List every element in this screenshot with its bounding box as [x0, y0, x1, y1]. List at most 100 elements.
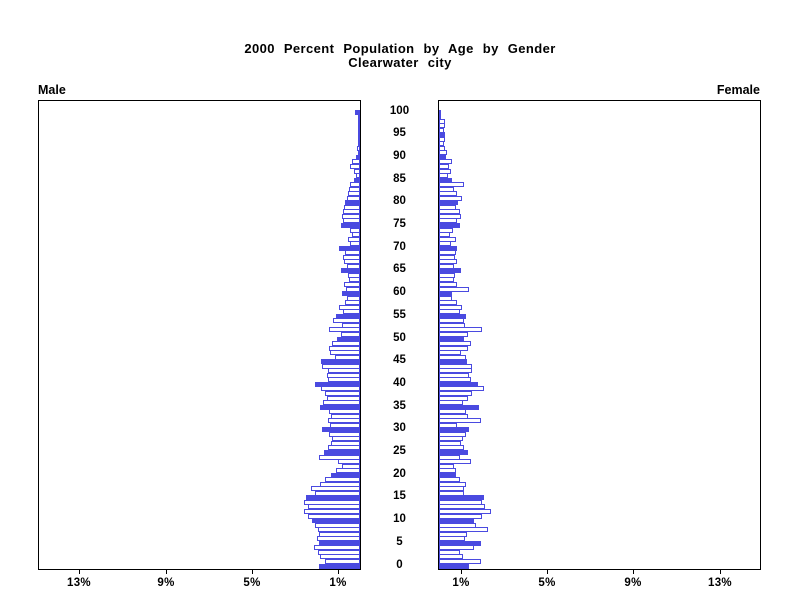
age-label-65: 65 [393, 263, 406, 276]
bar-male-age-82 [348, 191, 360, 197]
bar-male-age-43 [328, 368, 360, 374]
bar-male-age-88 [350, 163, 360, 169]
bar-male-age-96 [358, 127, 360, 133]
age-label-55: 55 [393, 308, 406, 321]
bar-female-age-58 [439, 300, 457, 306]
bar-male-age-46 [335, 354, 360, 360]
bar-female-age-84 [439, 182, 464, 188]
bar-male-age-12 [304, 509, 360, 515]
bar-male-age-55 [336, 313, 360, 319]
bar-female-age-53 [439, 322, 465, 328]
bar-female-age-93 [439, 141, 444, 147]
bar-male-age-99 [358, 114, 360, 120]
bar-female-age-95 [439, 132, 445, 138]
bar-female-age-47 [439, 350, 461, 356]
bar-male-age-68 [343, 254, 360, 260]
bar-male-age-74 [350, 227, 360, 233]
bar-female-age-97 [439, 123, 445, 129]
bar-female-age-66 [439, 263, 454, 269]
bar-male-age-7 [319, 531, 360, 537]
tick-label-male-13%: 13% [67, 577, 91, 589]
bar-female-age-35 [439, 404, 479, 410]
bar-male-age-18 [320, 481, 360, 487]
bar-female-age-8 [439, 527, 488, 533]
age-label-75: 75 [393, 218, 406, 230]
bar-male-age-84 [350, 182, 360, 188]
bar-female-age-55 [439, 313, 466, 319]
bar-male-age-64 [348, 272, 360, 278]
bar-male-age-93 [358, 141, 360, 147]
bar-female-age-92 [439, 145, 445, 151]
tick-label-male-1%: 1% [329, 577, 347, 589]
bar-male-age-10 [312, 518, 360, 524]
bar-male-age-83 [349, 186, 360, 192]
bar-male-age-53 [342, 322, 360, 328]
bar-female-age-22 [439, 463, 454, 469]
bar-female-age-96 [439, 127, 444, 133]
bar-male-age-0 [319, 563, 360, 569]
bar-female-age-44 [439, 363, 472, 369]
bar-female-age-16 [439, 490, 464, 496]
bar-male-age-15 [306, 495, 360, 501]
bar-male-age-61 [346, 286, 360, 292]
bar-male-age-1 [325, 558, 360, 564]
age-label-85: 85 [393, 172, 406, 185]
bar-female-age-21 [439, 468, 456, 474]
bar-male-age-17 [311, 486, 360, 492]
bar-male-age-16 [315, 490, 360, 496]
bar-female-age-9 [439, 522, 476, 528]
female-panel-label: Female [716, 83, 760, 97]
bar-male-age-51 [341, 331, 360, 337]
bar-female-age-33 [439, 413, 468, 419]
bar-female-age-32 [439, 418, 481, 424]
bar-male-age-27 [331, 440, 360, 446]
tick-label-male-9%: 9% [157, 577, 175, 589]
bar-female-age-25 [439, 450, 468, 455]
bar-female-age-38 [439, 390, 472, 396]
bar-female-age-65 [439, 268, 461, 274]
bar-female-age-60 [439, 291, 452, 297]
bar-female-age-76 [439, 218, 457, 224]
bar-female-age-34 [439, 409, 466, 415]
bar-male-age-77 [342, 213, 360, 219]
bar-male-age-76 [343, 218, 360, 224]
bar-male-age-91 [358, 150, 360, 156]
age-label-10: 10 [393, 513, 406, 526]
age-label-100: 100 [389, 104, 410, 117]
bar-female-age-100 [439, 109, 441, 115]
bar-female-age-46 [439, 354, 466, 360]
age-label-5: 5 [396, 535, 403, 548]
tick-female-5% [547, 570, 548, 574]
bar-male-age-65 [341, 268, 360, 274]
bar-female-age-24 [439, 454, 460, 460]
age-label-95: 95 [393, 127, 406, 140]
bar-female-age-6 [439, 536, 465, 542]
bar-female-age-57 [439, 304, 462, 310]
bar-male-age-48 [329, 345, 360, 351]
bar-male-age-81 [347, 195, 360, 201]
bar-female-age-77 [439, 213, 461, 219]
bar-female-age-98 [439, 118, 445, 124]
age-label-80: 80 [393, 195, 406, 208]
tick-female-13% [720, 570, 721, 574]
bar-male-age-9 [315, 522, 360, 528]
age-label-20: 20 [393, 467, 406, 480]
bar-female-age-82 [439, 191, 457, 197]
bar-female-age-94 [439, 136, 445, 142]
age-label-25: 25 [393, 445, 406, 457]
bar-female-age-71 [439, 241, 451, 247]
bar-female-age-19 [439, 477, 460, 483]
age-label-70: 70 [393, 240, 406, 253]
bar-male-age-67 [344, 259, 360, 265]
bar-male-age-8 [318, 527, 360, 533]
bar-male-age-66 [347, 263, 360, 269]
bar-female-age-67 [439, 259, 457, 265]
bar-male-age-63 [349, 277, 360, 283]
bar-male-age-75 [341, 223, 360, 228]
bar-male-age-86 [356, 173, 360, 179]
male-panel-label: Male [38, 83, 66, 97]
bar-male-age-80 [345, 200, 360, 206]
bar-female-age-70 [439, 245, 457, 251]
bar-male-age-95 [358, 132, 360, 138]
